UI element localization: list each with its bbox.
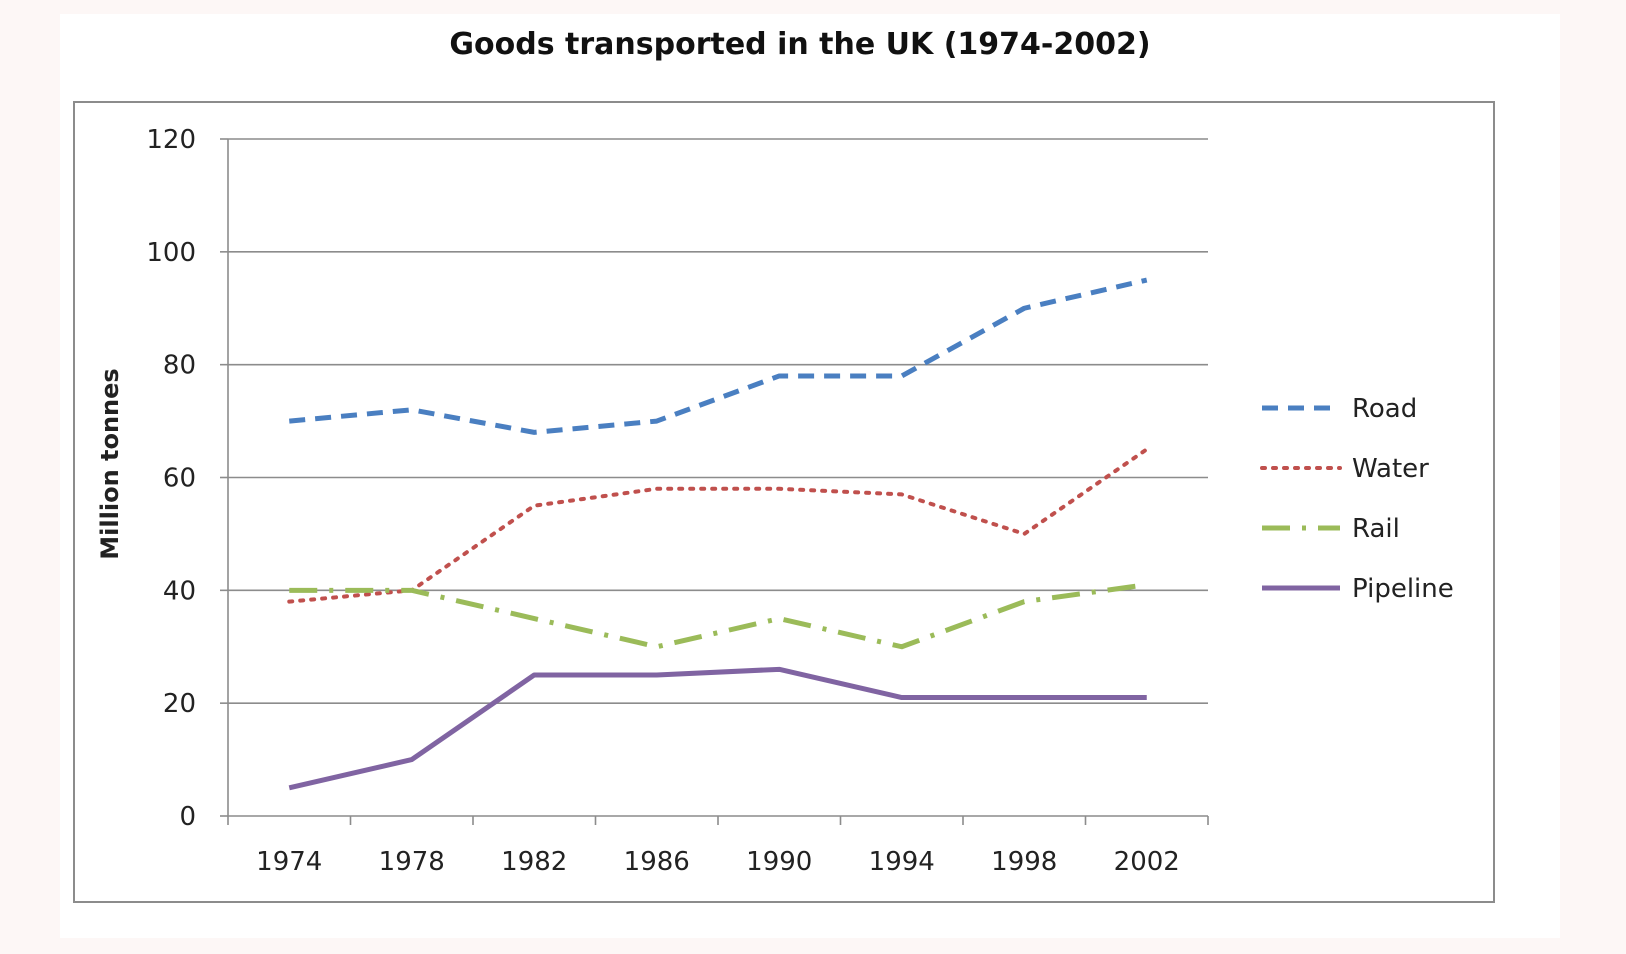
point-pipeline-1994 — [900, 696, 904, 700]
point-rail-1990 — [777, 617, 781, 621]
point-pipeline-1990 — [777, 667, 781, 671]
y-axis-title: Million tonnes — [96, 368, 124, 559]
series-line-rail — [289, 582, 1148, 650]
x-tick-label-1990: 1990 — [746, 847, 812, 877]
x-tick-label-2002: 2002 — [1114, 847, 1180, 877]
point-pipeline-1974 — [287, 786, 291, 790]
point-rail-1978 — [410, 588, 414, 592]
point-pipeline-1982 — [532, 673, 536, 677]
point-road-1998 — [1022, 306, 1026, 310]
series-line-pipeline — [288, 666, 1147, 791]
legend: Road Water Rail Pipeline — [1260, 394, 1454, 604]
point-road-1982 — [532, 430, 536, 434]
point-water-1998 — [1022, 532, 1026, 536]
point-rail-1982 — [532, 617, 536, 621]
point-water-1982 — [532, 504, 536, 508]
y-tick-label: 20 — [163, 689, 196, 719]
x-tick-label-1982: 1982 — [501, 847, 567, 877]
point-road-1978 — [410, 408, 414, 412]
legend-label-rail: Rail — [1352, 514, 1400, 544]
legend-item-road: Road — [1262, 394, 1417, 424]
series-line-water — [287, 447, 1149, 604]
y-tick-label: 80 — [163, 351, 196, 381]
y-tick-label: 0 — [179, 802, 196, 832]
point-rail-1994 — [900, 645, 904, 649]
point-pipeline-1986 — [655, 673, 659, 677]
x-tick-label-1974: 1974 — [256, 847, 322, 877]
legend-item-rail: Rail — [1262, 514, 1400, 544]
chart-card: Goods transported in the UK (1974-2002) … — [60, 14, 1560, 938]
x-tick-label-1986: 1986 — [624, 847, 690, 877]
legend-item-water: Water — [1260, 454, 1429, 484]
point-water-1990 — [777, 487, 781, 491]
chart-title: Goods transported in the UK (1974-2002) — [449, 27, 1150, 62]
x-tick-label-1994: 1994 — [869, 847, 935, 877]
y-tick-label: 100 — [146, 238, 196, 268]
point-road-1990 — [777, 374, 781, 378]
point-water-1986 — [655, 487, 659, 491]
point-pipeline-2002 — [1145, 696, 1149, 700]
y-tick-label: 40 — [163, 576, 196, 606]
line-chart: Goods transported in the UK (1974-2002) … — [73, 27, 1495, 903]
point-road-2002 — [1145, 278, 1149, 282]
legend-label-road: Road — [1352, 394, 1417, 424]
legend-item-pipeline: Pipeline — [1262, 574, 1454, 604]
point-rail-1974 — [287, 588, 291, 592]
y-tick-label: 60 — [163, 464, 196, 494]
point-road-1974 — [287, 419, 291, 423]
point-pipeline-1998 — [1022, 696, 1026, 700]
axes: 0 20 40 60 80 100 120 1974 1978 1982 1986 1990 1994 1… — [146, 125, 1209, 877]
x-tick-label-1998: 1998 — [991, 847, 1057, 877]
point-pipeline-1978 — [410, 758, 414, 762]
point-road-1994 — [900, 374, 904, 378]
legend-label-pipeline: Pipeline — [1352, 574, 1454, 604]
point-rail-1986 — [655, 645, 659, 649]
point-water-1974 — [287, 600, 291, 604]
plot-frame — [73, 101, 1495, 903]
series — [287, 277, 1149, 791]
point-road-1986 — [655, 419, 659, 423]
legend-label-water: Water — [1352, 454, 1429, 484]
point-water-2002 — [1145, 447, 1149, 451]
point-rail-2002 — [1145, 583, 1149, 587]
point-rail-1998 — [1022, 600, 1026, 604]
x-tick-label-1978: 1978 — [379, 847, 445, 877]
point-water-1994 — [900, 492, 904, 496]
series-line-road — [289, 277, 1148, 435]
y-tick-label: 120 — [146, 125, 196, 155]
